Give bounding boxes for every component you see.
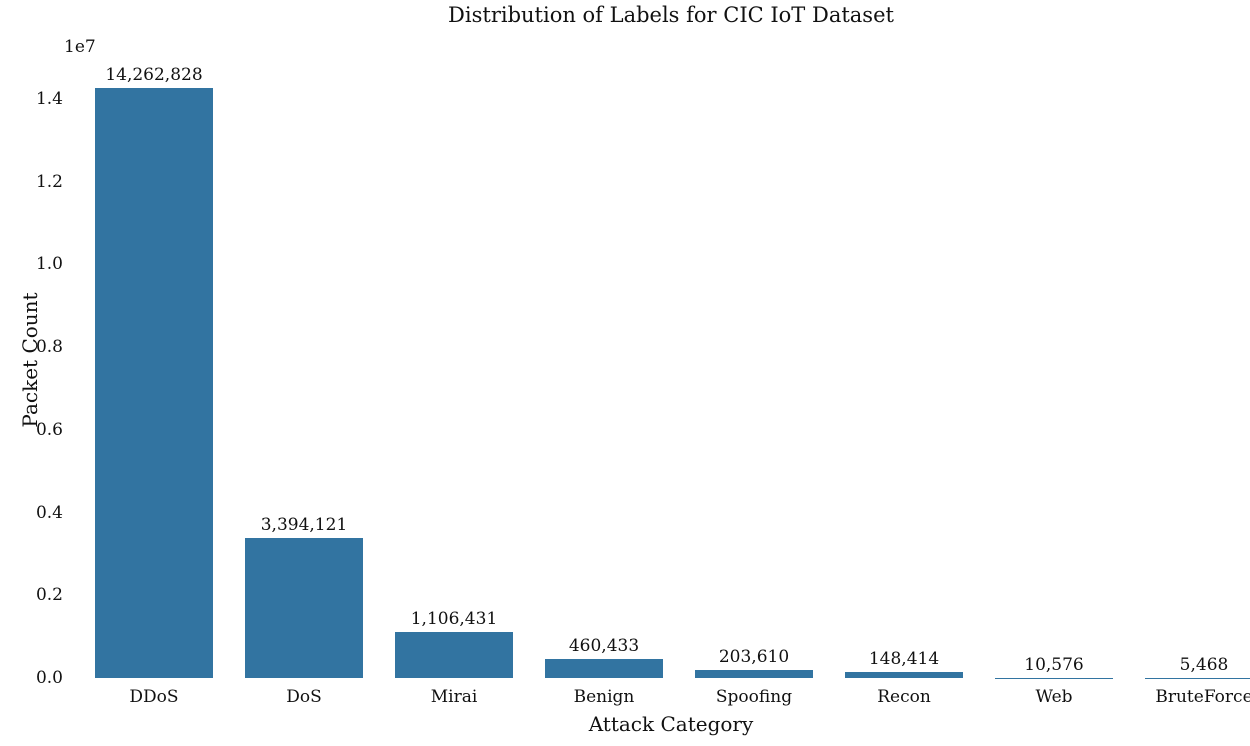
y-tick-label: 1.0 [35, 254, 63, 275]
bar-group-spoofing: 203,610 Spoofing [679, 60, 829, 707]
y-axis-offset-label: 1e7 [64, 37, 96, 57]
y-tick-label: 0.2 [35, 585, 63, 606]
x-tick-label: Benign [573, 687, 635, 707]
bar-group-recon: 148,414 Recon [829, 60, 979, 707]
bar-value-label: 10,576 [1024, 654, 1084, 675]
bar-benign [545, 658, 663, 678]
bar-value-label: 5,468 [1179, 654, 1229, 675]
bar-value-label: 148,414 [868, 648, 940, 669]
y-tick-label: 0.4 [35, 502, 63, 523]
bar-group-benign: 460,433 Benign [529, 60, 679, 707]
chart-title: Distribution of Labels for CIC IoT Datas… [448, 3, 894, 27]
y-tick-label: 0.0 [35, 668, 63, 688]
bar-recon [845, 671, 963, 678]
x-tick-label: DoS [286, 687, 322, 707]
plot-area: 14,262,828 DDoS 3,394,121 DoS 1,106,431 Mirai… [79, 60, 1250, 707]
bar-group-bruteforce: 5,468 BruteForce [1129, 60, 1250, 707]
y-tick-label: 0.8 [35, 337, 63, 358]
x-axis-label: Attack Category [588, 712, 754, 736]
bar-ddos [95, 88, 213, 678]
bar-group-mirai: 1,106,431 Mirai [379, 60, 529, 707]
x-tick-label: Recon [877, 687, 931, 707]
bar-value-label: 460,433 [568, 635, 640, 656]
x-tick-label: Spoofing [715, 687, 793, 707]
bar-mirai [395, 632, 513, 678]
x-tick-label: BruteForce [1155, 687, 1250, 707]
bar-dos [245, 537, 363, 678]
y-tick-label: 0.6 [35, 419, 63, 440]
y-tick-label: 1.2 [35, 171, 63, 192]
y-tick-label: 1.4 [35, 88, 63, 109]
x-tick-label: Web [1035, 687, 1073, 707]
x-tick-label: Mirai [430, 687, 478, 707]
bar-value-label: 3,394,121 [260, 514, 348, 535]
bar-value-label: 203,610 [718, 646, 790, 667]
bar-value-label: 1,106,431 [410, 609, 498, 630]
bar-group-ddos: 14,262,828 DDoS [79, 60, 229, 707]
bar-value-label: 14,262,828 [105, 65, 203, 86]
bar-group-dos: 3,394,121 DoS [229, 60, 379, 707]
bar-spoofing [695, 669, 813, 678]
x-tick-label: DDoS [129, 687, 179, 707]
bar-group-web: 10,576 Web [979, 60, 1129, 707]
